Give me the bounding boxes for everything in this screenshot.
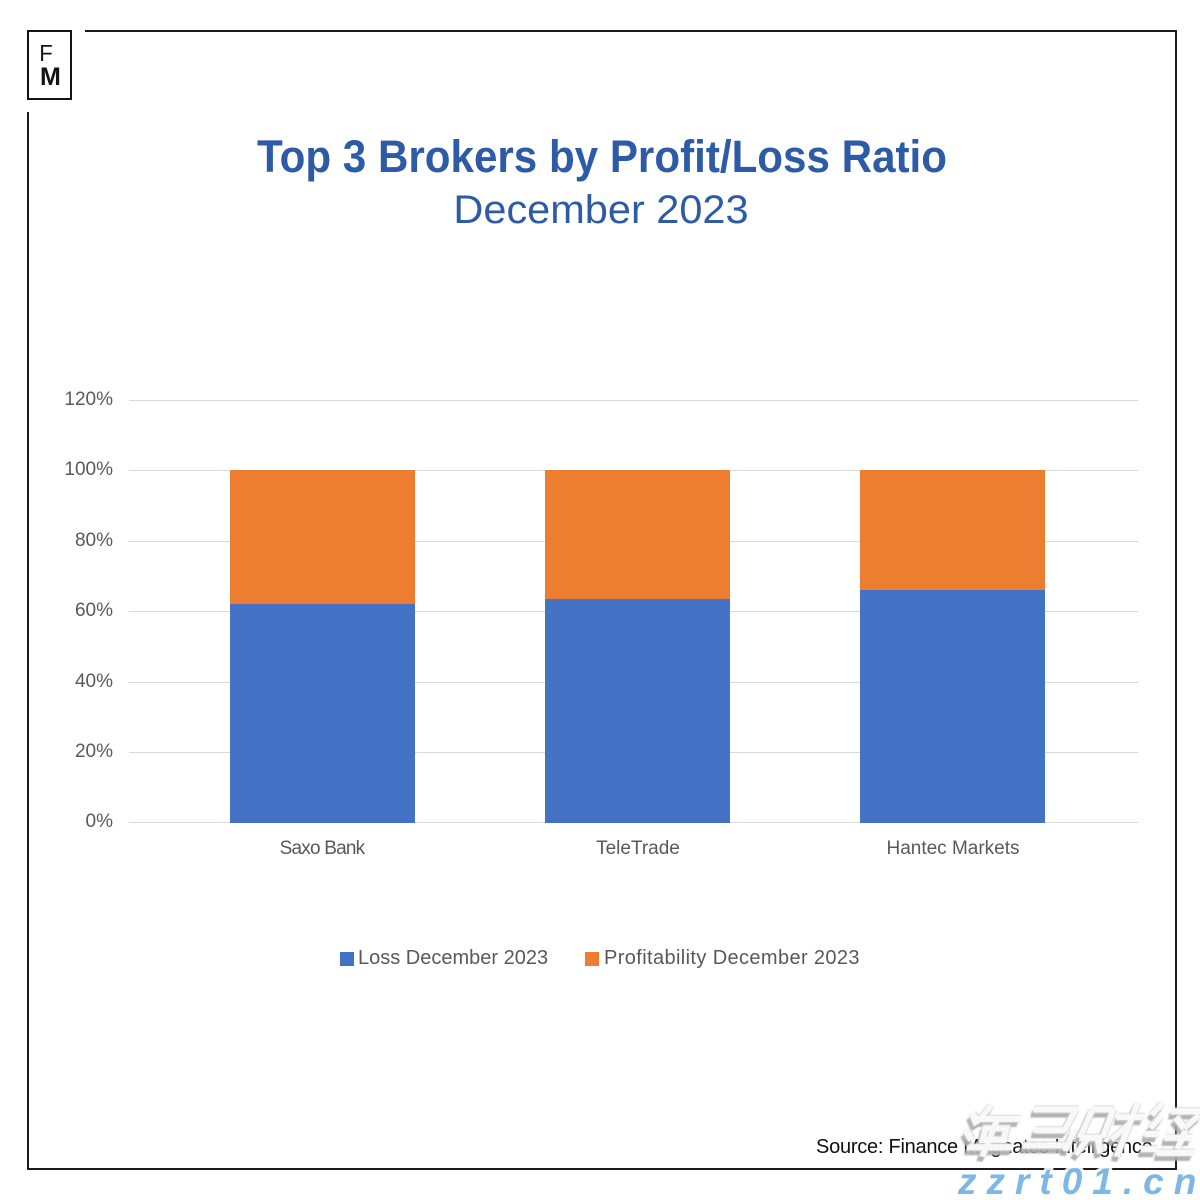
svg-text:zzrt01.cn: zzrt01.cn [957,1161,1200,1200]
svg-text:zzrt01.cn: zzrt01.cn [957,1161,1200,1200]
